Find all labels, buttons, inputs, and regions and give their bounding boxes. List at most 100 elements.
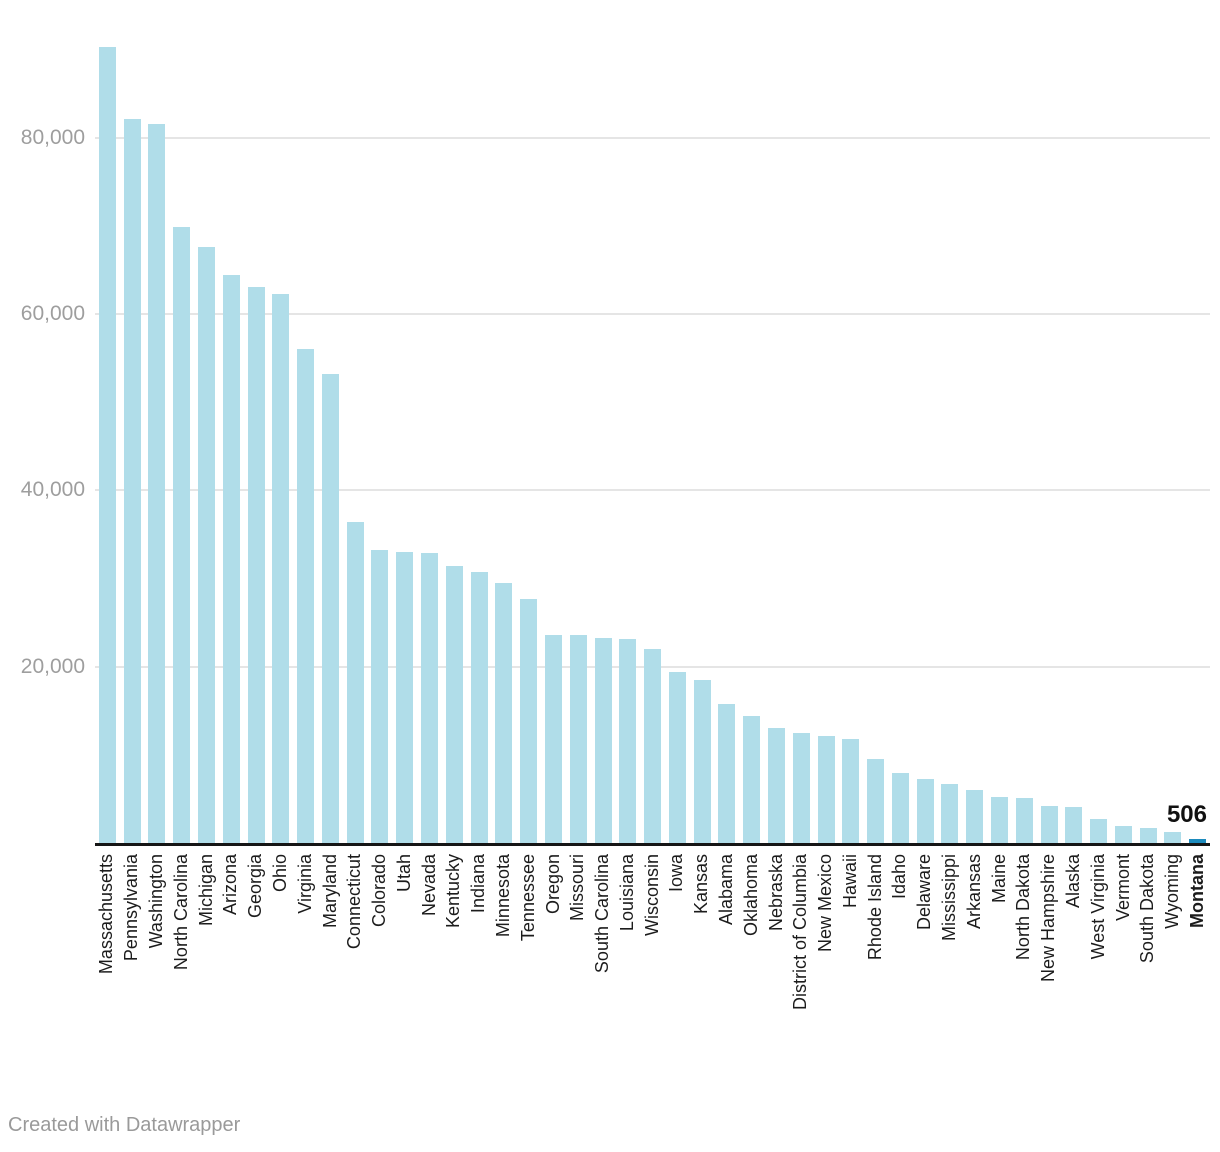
x-label-oregon: Oregon bbox=[542, 854, 563, 915]
x-label-slot-rhode-island: Rhode Island bbox=[863, 854, 888, 1044]
x-label-slot-district-of-columbia: District of Columbia bbox=[789, 854, 814, 1044]
x-label-slot-connecticut: Connecticut bbox=[343, 854, 368, 1044]
x-label-slot-kentucky: Kentucky bbox=[442, 854, 467, 1044]
bar-delaware[interactable] bbox=[916, 779, 934, 843]
x-label-slot-nevada: Nevada bbox=[417, 854, 442, 1044]
bar-alaska[interactable] bbox=[1065, 807, 1083, 843]
bar-nebraska[interactable] bbox=[767, 728, 785, 843]
x-label-slot-wyoming: Wyoming bbox=[1161, 854, 1186, 1044]
x-label-south-carolina: South Carolina bbox=[592, 854, 613, 974]
bar-mississippi[interactable] bbox=[941, 784, 959, 843]
x-label-slot-north-dakota: North Dakota bbox=[1012, 854, 1037, 1044]
bar-indiana[interactable] bbox=[470, 572, 488, 843]
bar-slot-louisiana bbox=[615, 0, 640, 843]
x-label-slot-mississippi: Mississippi bbox=[938, 854, 963, 1044]
datawrapper-credit-link[interactable]: Created with Datawrapper bbox=[8, 1114, 241, 1136]
x-label-virginia: Virginia bbox=[294, 854, 315, 914]
bar-slot-maryland bbox=[318, 0, 343, 843]
bar-massachusetts[interactable] bbox=[98, 47, 116, 843]
x-label-mississippi: Mississippi bbox=[939, 854, 960, 942]
bar-utah[interactable] bbox=[396, 552, 414, 843]
bar-maine[interactable] bbox=[991, 797, 1009, 843]
x-label-nevada: Nevada bbox=[418, 854, 439, 917]
bar-montana[interactable] bbox=[1189, 839, 1207, 843]
x-label-slot-massachusetts: Massachusetts bbox=[95, 854, 120, 1044]
x-label-utah: Utah bbox=[393, 854, 414, 893]
y-tick-label-80000: 80,000 bbox=[20, 125, 85, 149]
x-label-slot-ohio: Ohio bbox=[268, 854, 293, 1044]
x-label-indiana: Indiana bbox=[468, 854, 489, 914]
bar-colorado[interactable] bbox=[371, 550, 389, 843]
bar-slot-south-carolina bbox=[591, 0, 616, 843]
bar-arkansas[interactable] bbox=[966, 790, 984, 843]
bar-wisconsin[interactable] bbox=[644, 649, 662, 843]
x-label-iowa: Iowa bbox=[666, 854, 687, 893]
bar-slot-colorado bbox=[368, 0, 393, 843]
bar-arizona[interactable] bbox=[222, 275, 240, 843]
bar-north-dakota[interactable] bbox=[1015, 798, 1033, 843]
bar-slot-virginia bbox=[293, 0, 318, 843]
bar-slot-rhode-island bbox=[863, 0, 888, 843]
bar-new-hampshire[interactable] bbox=[1040, 806, 1058, 843]
bar-slot-connecticut bbox=[343, 0, 368, 843]
bar-slot-hawaii bbox=[838, 0, 863, 843]
x-label-slot-arkansas: Arkansas bbox=[962, 854, 987, 1044]
bar-connecticut[interactable] bbox=[346, 522, 364, 843]
bar-nevada[interactable] bbox=[421, 553, 439, 843]
bar-slot-nebraska bbox=[764, 0, 789, 843]
bar-virginia[interactable] bbox=[297, 349, 315, 843]
x-label-slot-utah: Utah bbox=[392, 854, 417, 1044]
bar-slot-delaware bbox=[913, 0, 938, 843]
bar-ohio[interactable] bbox=[272, 294, 290, 843]
x-label-slot-north-carolina: North Carolina bbox=[169, 854, 194, 1044]
bar-slot-south-dakota bbox=[1136, 0, 1161, 843]
bar-louisiana[interactable] bbox=[619, 639, 637, 843]
bar-district-of-columbia[interactable] bbox=[792, 733, 810, 843]
bar-slot-missouri bbox=[566, 0, 591, 843]
bar-oregon[interactable] bbox=[544, 635, 562, 843]
bar-west-virginia[interactable] bbox=[1090, 819, 1108, 843]
x-label-nebraska: Nebraska bbox=[765, 854, 786, 932]
x-label-slot-michigan: Michigan bbox=[194, 854, 219, 1044]
bar-washington[interactable] bbox=[148, 124, 166, 843]
x-label-slot-missouri: Missouri bbox=[566, 854, 591, 1044]
bar-iowa[interactable] bbox=[668, 672, 686, 843]
bar-slot-washington bbox=[145, 0, 170, 843]
bar-north-carolina[interactable] bbox=[173, 227, 191, 843]
x-label-slot-idaho: Idaho bbox=[888, 854, 913, 1044]
bar-pennsylvania[interactable] bbox=[123, 119, 141, 843]
bar-south-dakota[interactable] bbox=[1139, 828, 1157, 843]
bar-minnesota[interactable] bbox=[495, 583, 513, 843]
bar-georgia[interactable] bbox=[247, 287, 265, 843]
x-label-alabama: Alabama bbox=[716, 854, 737, 926]
bar-missouri[interactable] bbox=[569, 635, 587, 843]
x-label-missouri: Missouri bbox=[567, 854, 588, 922]
bar-idaho[interactable] bbox=[891, 773, 909, 843]
bar-hawaii[interactable] bbox=[842, 739, 860, 843]
bar-rhode-island[interactable] bbox=[867, 759, 885, 843]
bar-south-carolina[interactable] bbox=[594, 638, 612, 843]
bar-slot-massachusetts bbox=[95, 0, 120, 843]
bar-michigan[interactable] bbox=[198, 247, 216, 843]
bar-vermont[interactable] bbox=[1114, 826, 1132, 843]
bar-slot-michigan bbox=[194, 0, 219, 843]
x-label-louisiana: Louisiana bbox=[616, 854, 637, 932]
bar-alabama[interactable] bbox=[718, 704, 736, 843]
bar-slot-district-of-columbia bbox=[789, 0, 814, 843]
bar-slot-wisconsin bbox=[640, 0, 665, 843]
x-label-slot-pennsylvania: Pennsylvania bbox=[120, 854, 145, 1044]
bar-maryland[interactable] bbox=[321, 374, 339, 843]
bar-tennessee[interactable] bbox=[520, 599, 538, 843]
bar-new-mexico[interactable] bbox=[817, 736, 835, 843]
bar-kentucky[interactable] bbox=[445, 566, 463, 843]
bar-wyoming[interactable] bbox=[1164, 832, 1182, 843]
x-label-slot-oregon: Oregon bbox=[541, 854, 566, 1044]
bar-kansas[interactable] bbox=[693, 680, 711, 843]
bar-oklahoma[interactable] bbox=[743, 716, 761, 843]
x-label-kansas: Kansas bbox=[691, 854, 712, 915]
y-tick-label-40000: 40,000 bbox=[20, 478, 85, 502]
bar-slot-wyoming bbox=[1161, 0, 1186, 843]
x-label-slot-south-carolina: South Carolina bbox=[591, 854, 616, 1044]
x-label-slot-indiana: Indiana bbox=[467, 854, 492, 1044]
x-label-pennsylvania: Pennsylvania bbox=[121, 854, 142, 962]
